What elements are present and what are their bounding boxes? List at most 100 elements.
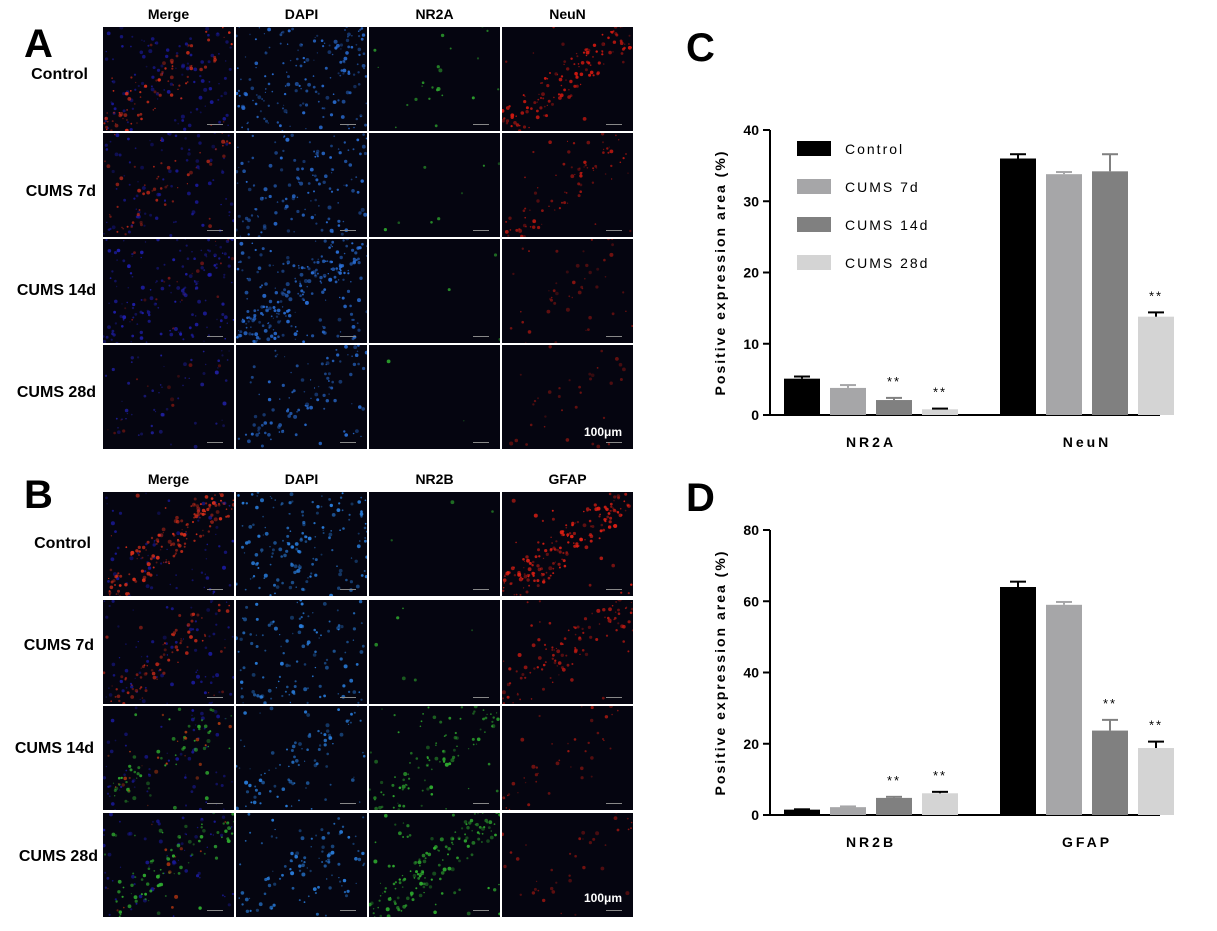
panel-letter-a: A xyxy=(24,22,53,66)
panel-letter-b: B xyxy=(24,473,53,517)
micrograph-tile xyxy=(369,345,500,449)
micrograph-tile xyxy=(502,706,633,810)
micrograph-tile xyxy=(103,345,234,449)
significance-label: ** xyxy=(933,768,947,783)
significance-label: ** xyxy=(1149,718,1163,733)
bar xyxy=(1046,174,1082,415)
panel-letter-c: C xyxy=(686,26,715,70)
legend-label: CUMS 14d xyxy=(845,217,929,233)
significance-label: ** xyxy=(887,773,901,788)
bar-chart-c: 0 10 20 30 40 Positive expression area (%) ** *… xyxy=(712,122,1174,450)
micrograph-tile xyxy=(236,345,367,449)
y-tick-label: 80 xyxy=(743,522,759,538)
micrograph-tile xyxy=(369,133,500,237)
micrograph-tile xyxy=(236,492,367,596)
category-label: GFAP xyxy=(1062,834,1112,850)
legend-label: CUMS 7d xyxy=(845,179,920,195)
bar xyxy=(830,387,866,415)
y-axis-label: Positive expression area (%) xyxy=(712,550,728,796)
category-label: NR2B xyxy=(846,834,896,850)
scale-bar-label: 100μm xyxy=(584,425,623,439)
micrograph-tile xyxy=(236,27,367,131)
micrograph-tile xyxy=(236,813,367,917)
legend-label: CUMS 28d xyxy=(845,255,929,271)
micrograph-tile xyxy=(103,27,234,131)
row-label-control: Control xyxy=(34,535,91,552)
category-label: NeuN xyxy=(1063,434,1112,450)
column-header-nr2a: NR2A xyxy=(415,6,454,22)
column-header-merge: Merge xyxy=(147,471,190,487)
row-label-cums-7d: CUMS 7d xyxy=(25,183,96,200)
micrograph-tile xyxy=(236,706,367,810)
legend-label: Control xyxy=(845,141,904,157)
legend-swatch xyxy=(797,217,831,232)
micrograph-tile xyxy=(103,706,234,810)
row-label-control: Control xyxy=(31,66,88,83)
column-header-merge: Merge xyxy=(147,6,190,22)
bar xyxy=(876,400,912,415)
micrograph-tile xyxy=(236,133,367,237)
significance-label: ** xyxy=(1103,696,1117,711)
scale-bar-label: 100μm xyxy=(584,891,623,905)
micrograph-tile xyxy=(103,133,234,237)
row-label-cums-7d: CUMS 7d xyxy=(23,637,94,654)
bar xyxy=(922,409,958,415)
column-header-nr2b: NR2B xyxy=(415,471,454,487)
bar-chart-d: 0 20 40 60 80 Positive expression area (%) ** *… xyxy=(712,522,1174,850)
micrograph-tile xyxy=(103,492,234,596)
bar xyxy=(1138,316,1174,415)
bar xyxy=(1046,604,1082,815)
bar xyxy=(784,378,820,415)
micrograph-tile xyxy=(369,27,500,131)
significance-label: ** xyxy=(1149,288,1163,303)
y-axis-label: Positive expression area (%) xyxy=(712,150,728,396)
y-tick-label: 0 xyxy=(751,407,759,423)
micrograph-tile xyxy=(236,239,367,343)
y-tick-label: 40 xyxy=(743,665,759,681)
micrograph-tile xyxy=(502,345,633,449)
bar xyxy=(830,807,866,815)
micrograph-tile xyxy=(369,813,500,917)
micrograph-tile xyxy=(369,239,500,343)
legend-swatch xyxy=(797,255,831,270)
micrograph-tile xyxy=(502,492,633,596)
micrograph-tile xyxy=(502,813,633,917)
row-label-cums-14d: CUMS 14d xyxy=(14,740,94,757)
bar xyxy=(1092,730,1128,815)
micrograph-tile xyxy=(369,706,500,810)
y-tick-label: 20 xyxy=(743,736,759,752)
micrograph-tile xyxy=(236,600,367,704)
y-tick-label: 40 xyxy=(743,122,759,138)
y-tick-label: 10 xyxy=(743,336,759,352)
micrograph-tile xyxy=(369,492,500,596)
bar xyxy=(1138,748,1174,815)
legend-swatch xyxy=(797,141,831,156)
bar xyxy=(922,793,958,815)
micrograph-tile xyxy=(502,133,633,237)
bar xyxy=(784,809,820,815)
micrograph-tile xyxy=(502,27,633,131)
row-label-cums-14d: CUMS 14d xyxy=(16,282,96,299)
significance-label: ** xyxy=(933,385,947,400)
significance-label: ** xyxy=(887,374,901,389)
y-tick-label: 60 xyxy=(743,593,759,609)
y-tick-label: 30 xyxy=(743,193,759,209)
micrograph-tile xyxy=(502,239,633,343)
panel-letter-d: D xyxy=(686,476,715,520)
category-label: NR2A xyxy=(846,434,896,450)
micrograph-tile xyxy=(502,600,633,704)
column-header-gfap: GFAP xyxy=(548,471,587,487)
bar xyxy=(1092,171,1128,415)
column-header-neun: NeuN xyxy=(549,6,586,22)
row-label-cums-28d: CUMS 28d xyxy=(18,848,98,865)
micrograph-tile xyxy=(369,600,500,704)
legend-swatch xyxy=(797,179,831,194)
row-label-cums-28d: CUMS 28d xyxy=(16,384,96,401)
bar xyxy=(1000,158,1036,415)
bar xyxy=(876,797,912,815)
micrograph-tile xyxy=(103,239,234,343)
y-tick-label: 0 xyxy=(751,807,759,823)
micrograph-tile xyxy=(103,600,234,704)
bar xyxy=(1000,587,1036,815)
column-header-dapi: DAPI xyxy=(284,471,319,487)
